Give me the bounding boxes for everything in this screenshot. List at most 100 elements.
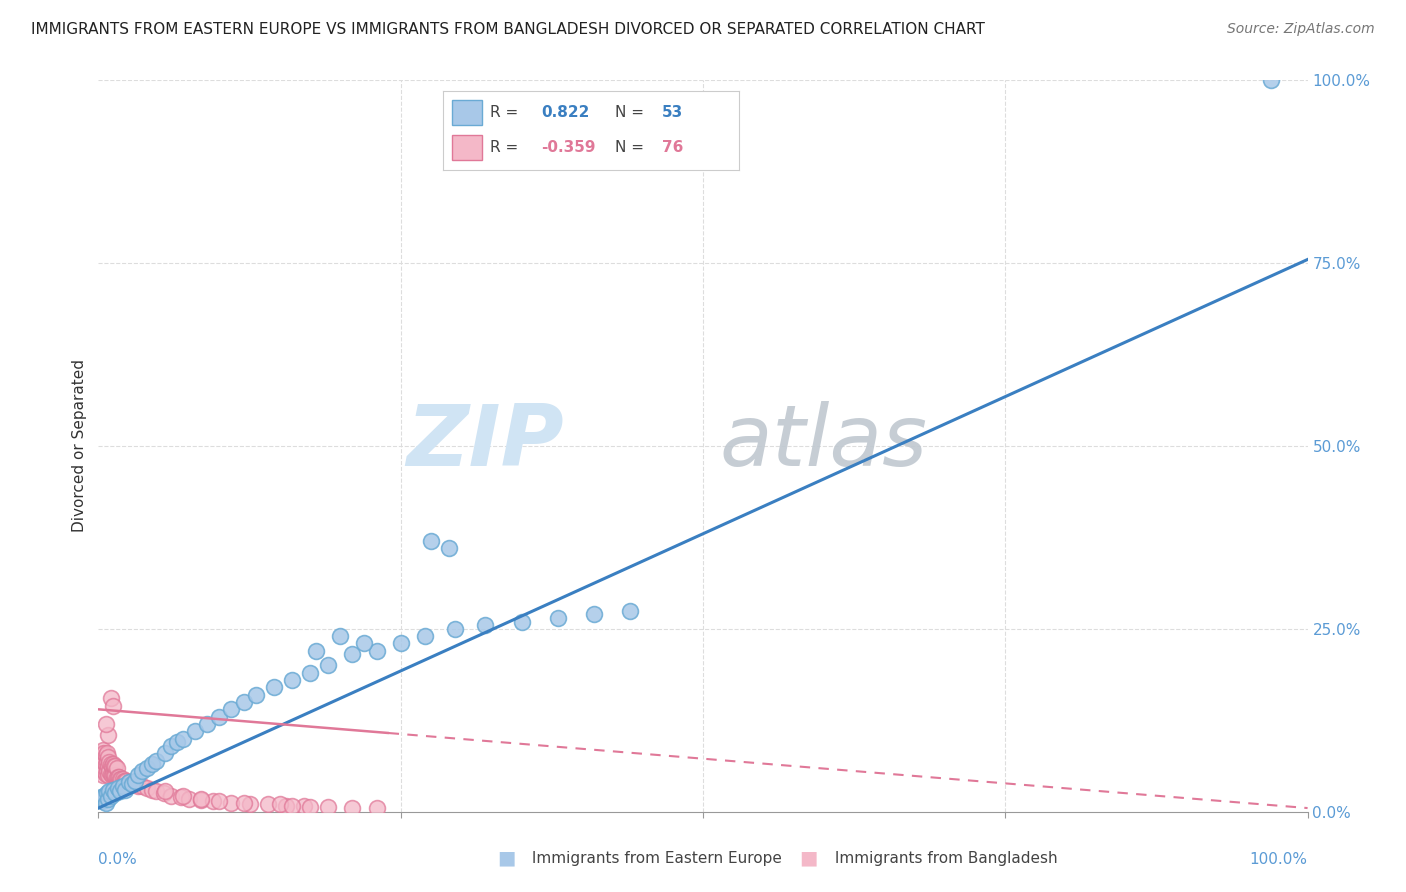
Point bbox=[141, 782, 163, 797]
Point bbox=[202, 795, 225, 809]
Point bbox=[305, 644, 328, 658]
Point bbox=[110, 772, 132, 786]
Point bbox=[221, 702, 243, 716]
Point bbox=[281, 798, 304, 813]
Point bbox=[437, 541, 460, 556]
Point bbox=[94, 796, 117, 810]
Point bbox=[118, 775, 141, 789]
Point bbox=[190, 793, 212, 807]
Point bbox=[100, 768, 122, 782]
Point bbox=[342, 648, 364, 662]
Point bbox=[111, 772, 134, 786]
Point bbox=[90, 749, 112, 764]
Point bbox=[281, 673, 304, 687]
Point bbox=[114, 782, 136, 797]
Point bbox=[91, 768, 114, 782]
Point bbox=[93, 755, 115, 769]
Point bbox=[583, 607, 606, 622]
Point bbox=[619, 603, 641, 617]
Point bbox=[91, 742, 114, 756]
Text: ■: ■ bbox=[496, 848, 516, 868]
Text: Immigrants from Bangladesh: Immigrants from Bangladesh bbox=[830, 851, 1057, 865]
Point bbox=[94, 766, 117, 780]
Point bbox=[114, 774, 136, 789]
Point bbox=[208, 794, 231, 808]
Point bbox=[101, 698, 124, 713]
Point bbox=[366, 644, 388, 658]
Point bbox=[101, 766, 124, 780]
Point bbox=[366, 801, 388, 815]
Point bbox=[97, 768, 120, 782]
Point bbox=[145, 784, 167, 798]
Point bbox=[96, 764, 118, 779]
Point bbox=[107, 781, 129, 796]
Point bbox=[172, 789, 194, 803]
Point bbox=[124, 777, 146, 791]
Point bbox=[115, 774, 138, 789]
Point bbox=[153, 746, 176, 760]
Point bbox=[97, 791, 120, 805]
Point bbox=[90, 764, 112, 779]
Point bbox=[127, 779, 149, 793]
Point bbox=[444, 622, 467, 636]
Point bbox=[104, 768, 127, 782]
Point bbox=[269, 797, 291, 812]
Point bbox=[104, 759, 127, 773]
Point bbox=[152, 787, 174, 801]
Text: Immigrants from Eastern Europe: Immigrants from Eastern Europe bbox=[527, 851, 782, 865]
Text: IMMIGRANTS FROM EASTERN EUROPE VS IMMIGRANTS FROM BANGLADESH DIVORCED OR SEPARAT: IMMIGRANTS FROM EASTERN EUROPE VS IMMIGR… bbox=[31, 22, 984, 37]
Point bbox=[232, 796, 254, 810]
Point bbox=[131, 779, 153, 793]
Point bbox=[172, 731, 194, 746]
Point bbox=[96, 746, 118, 760]
Point bbox=[316, 800, 339, 814]
Point bbox=[510, 615, 533, 629]
Point bbox=[1260, 73, 1282, 87]
Text: ■: ■ bbox=[799, 848, 818, 868]
Point bbox=[169, 790, 191, 805]
Point bbox=[108, 784, 131, 798]
Point bbox=[299, 799, 322, 814]
Point bbox=[97, 728, 120, 742]
Point bbox=[103, 768, 125, 782]
Point bbox=[274, 798, 297, 813]
Point bbox=[108, 772, 131, 786]
Point bbox=[135, 781, 157, 796]
Point bbox=[93, 764, 115, 779]
Point bbox=[104, 787, 127, 801]
Point bbox=[195, 717, 218, 731]
Text: atlas: atlas bbox=[720, 401, 928, 483]
Point bbox=[108, 770, 131, 784]
Point bbox=[100, 757, 122, 772]
Point bbox=[98, 764, 121, 779]
Point bbox=[413, 629, 436, 643]
Point bbox=[245, 688, 267, 702]
Point bbox=[263, 681, 285, 695]
Y-axis label: Divorced or Separated: Divorced or Separated bbox=[72, 359, 87, 533]
Point bbox=[103, 759, 125, 773]
Point bbox=[127, 768, 149, 782]
Point bbox=[97, 749, 120, 764]
Point bbox=[184, 724, 207, 739]
Point bbox=[292, 798, 315, 813]
Point bbox=[342, 801, 364, 815]
Point bbox=[118, 775, 141, 789]
Point bbox=[299, 665, 322, 680]
Point bbox=[89, 761, 111, 775]
Point bbox=[353, 636, 375, 650]
Point bbox=[221, 796, 243, 810]
Point bbox=[91, 757, 114, 772]
Point bbox=[160, 789, 183, 803]
Point bbox=[93, 789, 115, 803]
Point bbox=[239, 797, 262, 812]
Text: 0.0%: 0.0% bbox=[98, 852, 138, 867]
Point bbox=[94, 717, 117, 731]
Point bbox=[91, 754, 114, 768]
Point bbox=[329, 629, 352, 643]
Point bbox=[420, 534, 443, 549]
Point bbox=[100, 766, 122, 780]
Point bbox=[90, 790, 112, 805]
Text: Source: ZipAtlas.com: Source: ZipAtlas.com bbox=[1227, 22, 1375, 37]
Point bbox=[94, 757, 117, 772]
Point bbox=[100, 789, 122, 803]
